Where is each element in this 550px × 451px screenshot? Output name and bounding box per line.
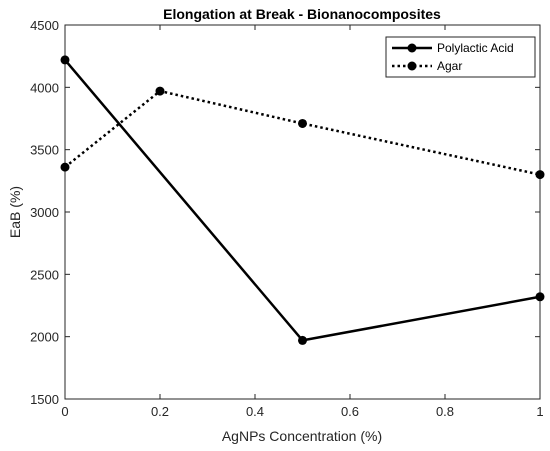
series-line-agar <box>64 89 541 176</box>
x-tick-label: 0.4 <box>246 404 264 419</box>
x-tick-label: 0.6 <box>341 404 359 419</box>
y-axis-label: EaB (%) <box>7 186 23 238</box>
data-point-polylactic-acid <box>298 335 307 345</box>
data-point-polylactic-acid <box>535 292 545 302</box>
data-point-polylactic-acid <box>60 55 70 65</box>
x-tick-label: 0.8 <box>436 404 454 419</box>
series-layer <box>60 55 545 345</box>
x-axis: 0 0.2 0.4 0.6 0.8 1 <box>61 25 544 419</box>
x-tick-label: 0.2 <box>151 404 169 419</box>
legend: Polylactic Acid Agar <box>385 36 536 78</box>
legend-marker-polylactic-acid <box>407 43 417 53</box>
y-tick-label: 2500 <box>30 267 59 282</box>
y-tick-label: 2000 <box>30 330 59 345</box>
chart-title: Elongation at Break - Bionanocomposites <box>163 6 441 22</box>
data-point-agar <box>155 86 165 96</box>
x-axis-label: AgNPs Concentration (%) <box>222 428 382 444</box>
y-tick-label: 4500 <box>30 18 59 33</box>
y-tick-label: 1500 <box>30 392 59 407</box>
x-tick-label: 0 <box>61 404 68 419</box>
data-point-agar <box>298 118 307 128</box>
data-point-agar <box>60 162 70 172</box>
data-point-agar <box>535 170 545 180</box>
y-tick-label: 4000 <box>30 80 59 95</box>
x-tick-label: 1 <box>536 404 543 419</box>
legend-label-agar: Agar <box>437 59 462 73</box>
legend-marker-agar <box>407 61 417 71</box>
y-axis: 1500 2000 2500 3000 3500 4000 4500 <box>30 18 540 407</box>
y-tick-label: 3000 <box>30 205 59 220</box>
legend-label-polylactic-acid: Polylactic Acid <box>437 41 514 55</box>
y-tick-label: 3500 <box>30 143 59 158</box>
